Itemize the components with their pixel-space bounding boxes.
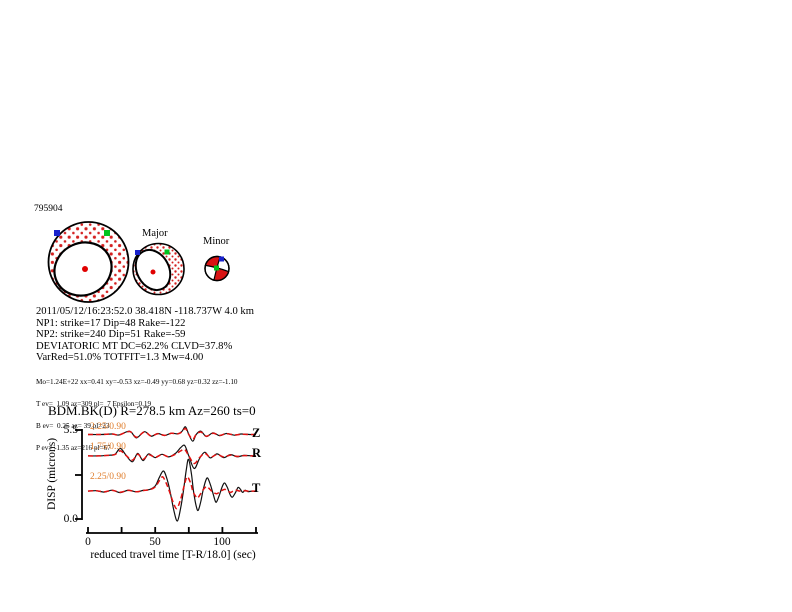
mo-line: Mo=1.24E+22 xx=0.41 xy=-0.53 xz=-0.49 yy… xyxy=(36,377,238,386)
np1-line: NP1: strike=17 Dip=48 Rake=-122 xyxy=(36,317,186,329)
r-scale-label: 1.75/0.90 xyxy=(90,442,126,452)
minor-blue-square-marker xyxy=(219,256,224,262)
minor-beachball xyxy=(204,255,230,282)
z-trace-label: Z xyxy=(252,426,261,440)
R-synthetic-waveform xyxy=(87,448,257,465)
x-tick-100: 100 xyxy=(213,536,231,548)
r-trace-label: R xyxy=(252,446,262,460)
minor-beachball-label: Minor xyxy=(203,236,230,247)
major-beachball-label: Major xyxy=(142,228,168,239)
major-green-square-marker xyxy=(164,249,170,255)
Z-synthetic-waveform xyxy=(87,427,257,440)
minor-green-square-marker xyxy=(214,265,219,271)
major-blue-square-marker xyxy=(135,250,140,255)
major-center-red-dot xyxy=(150,269,156,275)
x-tick-0: 0 xyxy=(85,536,91,548)
z-scale-label: 2.25/0.90 xyxy=(90,422,126,432)
center-red-dot xyxy=(82,266,88,272)
green-square-marker xyxy=(104,230,110,236)
y-axis-max-label: 5.5 xyxy=(63,424,78,436)
T-synthetic-waveform xyxy=(87,476,256,510)
deviatoric-line: DEVIATORIC MT DC=62.2% CLVD=37.8% xyxy=(36,340,233,352)
p-axis-line: P ev= -1.35 az=216 pl=67 xyxy=(36,444,111,453)
t-trace-label: T xyxy=(252,481,261,495)
solution-summary-block: 2011/05/12/16:23:52.0 38.418N -118.737W … xyxy=(36,306,254,364)
station-header: BDM.BK(D) R=278.5 km Az=260 ts=0 xyxy=(48,403,256,418)
t-scale-label: 2.25/0.90 xyxy=(90,472,126,482)
x-axis-title: reduced travel time [T-R/18.0] (sec) xyxy=(90,549,256,561)
major-dc-beachball xyxy=(132,242,185,296)
y-axis-title: DISP (microns) xyxy=(46,437,58,511)
moment-tensor-block: Mo=1.24E+22 xx=0.41 xy=-0.53 xz=-0.49 yy… xyxy=(36,364,238,468)
varred-line: VarRed=51.0% TOTFIT=1.3 Mw=4.00 xyxy=(36,352,204,364)
origin-line: 2011/05/12/16:23:52.0 38.418N -118.737W … xyxy=(36,306,254,317)
b-axis-line: B ev= 0.25 az= 39 pl=23 xyxy=(36,422,110,431)
x-tick-50: 50 xyxy=(149,536,161,548)
event-id: 795904 xyxy=(34,204,63,214)
T-data-waveform xyxy=(87,458,257,522)
np2-line: NP2: strike=240 Dip=51 Rake=-59 xyxy=(36,329,186,341)
R-data-waveform xyxy=(87,444,257,470)
full-mt-beachball xyxy=(47,221,130,303)
blue-square-marker xyxy=(54,230,60,236)
waveform-traces xyxy=(87,426,257,522)
t-axis-line: T ev= 1.09 az=309 pl= 7 Epsilon=0.19 xyxy=(36,400,152,409)
plot-axes xyxy=(75,429,258,534)
y-axis-min-label: 0.0 xyxy=(63,513,78,525)
